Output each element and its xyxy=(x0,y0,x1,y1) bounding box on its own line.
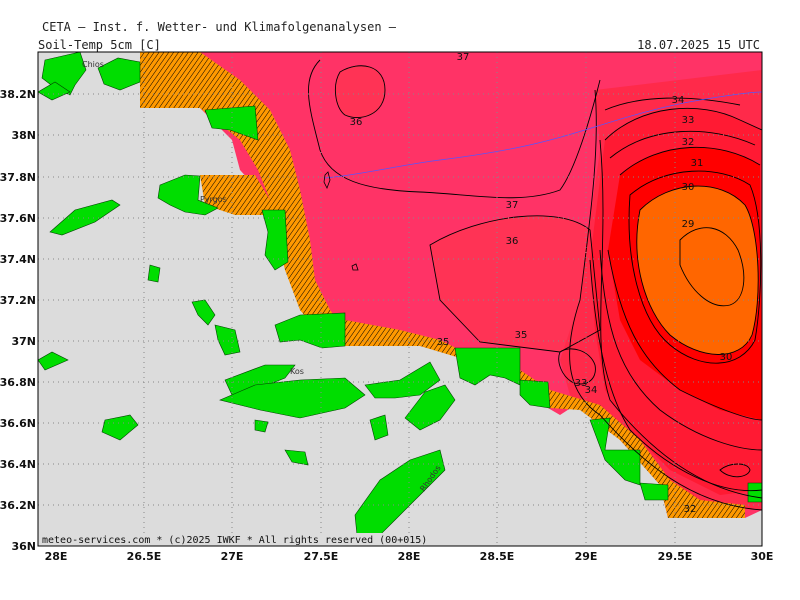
nisyros-area xyxy=(219,377,366,419)
contour-label-30-b: 30 xyxy=(720,352,733,363)
lon-label-265: 26.5E xyxy=(127,550,162,563)
lat-label-362: 36.2N xyxy=(0,499,36,512)
island-south-1 xyxy=(369,414,389,441)
contour-label-33: 33 xyxy=(682,115,695,126)
contour-label-31: 31 xyxy=(691,158,704,169)
isotherm-29 xyxy=(636,185,759,355)
place-label-kos: Kos xyxy=(290,367,304,376)
river-line xyxy=(324,91,762,179)
lake-mark-small xyxy=(351,263,359,271)
isotherm-37 xyxy=(308,59,601,199)
contour-label-35-b: 35 xyxy=(437,337,450,348)
lon-label-29: 29E xyxy=(575,550,598,563)
chios-island-east xyxy=(97,57,141,91)
copyright-footer: meteo-services.com * (c)2025 IWKF * All … xyxy=(42,535,427,546)
lon-label-275: 27.5E xyxy=(304,550,339,563)
lat-label-374: 37.4N xyxy=(0,253,36,266)
place-label-chios: Chios xyxy=(82,60,104,69)
isotherm-36 xyxy=(429,215,601,353)
isotherm-32 xyxy=(599,130,762,451)
ikaria-island xyxy=(49,199,121,236)
isotherm-30 xyxy=(628,170,762,364)
marmaris-coast xyxy=(404,384,456,431)
kas-coast xyxy=(639,482,669,501)
turkey-coast-east xyxy=(589,417,641,486)
lon-label-30: 30E xyxy=(751,550,774,563)
parameter-label: Soil-Temp_5cm [C] xyxy=(38,38,161,52)
contour-label-36-a: 36 xyxy=(350,117,363,128)
lat-label-366: 36.6N xyxy=(0,417,36,430)
lon-label-27: 27E xyxy=(221,550,244,563)
isotherm-31 xyxy=(607,146,762,421)
footer-background xyxy=(38,533,412,546)
mainland-west-coast xyxy=(261,209,289,271)
temperature-field-36-patch xyxy=(335,65,385,118)
contour-label-36-b: 36 xyxy=(506,236,519,247)
lesbos-coast xyxy=(38,81,71,101)
lat-label-382: 38.2N xyxy=(0,88,36,101)
contour-label-35-a: 35 xyxy=(515,330,528,341)
valid-datetime: 18.07.2025 15 UTC xyxy=(637,38,760,52)
isotherm-35 xyxy=(569,89,762,511)
lat-label-36: 36N xyxy=(11,540,36,553)
organization-title: CETA — Inst. f. Wetter- und Klimafolgena… xyxy=(42,20,397,34)
coastal-band-west xyxy=(140,52,345,346)
contour-label-37-top: 37 xyxy=(457,52,470,63)
lon-label-28: 28E xyxy=(398,550,421,563)
lat-label-376: 37.6N xyxy=(0,212,36,225)
lon-label-285: 28.5E xyxy=(480,550,515,563)
contour-label-34: 34 xyxy=(672,95,685,106)
tilos-island xyxy=(101,414,139,441)
lon-label-295: 29.5E xyxy=(658,550,693,563)
temperature-field-36 xyxy=(430,215,600,352)
lat-label-38: 38N xyxy=(11,129,36,142)
kastellorizo-island xyxy=(38,351,69,371)
lat-label-364: 36.4N xyxy=(0,458,36,471)
antalya-coast xyxy=(747,482,762,503)
kalymnos-island xyxy=(214,324,241,356)
lat-label-372: 37.2N xyxy=(0,294,36,307)
lat-label-378: 37.8N xyxy=(0,171,36,184)
map-frame xyxy=(37,51,763,547)
bodrum-peninsula xyxy=(274,312,346,349)
coastal-band-south xyxy=(345,320,745,518)
place-label-pyrgos: Pyrgos xyxy=(200,195,227,204)
island-south-2 xyxy=(284,449,309,466)
contour-label-33-b: 33 xyxy=(575,378,588,389)
datca-peninsula xyxy=(364,361,441,399)
lake-mark xyxy=(323,171,331,189)
isotherm-36-patch xyxy=(334,65,386,118)
contour-label-37-mid: 37 xyxy=(506,200,519,211)
coastal-band-pyrgos xyxy=(200,175,275,215)
contour-label-30: 30 xyxy=(682,182,695,193)
isotherm-34 xyxy=(599,97,762,499)
contour-label-32-b: 32 xyxy=(684,504,697,515)
isotherm-28 xyxy=(679,227,745,307)
fourni-island xyxy=(147,264,161,283)
fethiye-coast xyxy=(454,347,521,386)
contour-label-34-b: 34 xyxy=(585,385,598,396)
isotherm-east-blob xyxy=(719,463,751,478)
contour-label-29: 29 xyxy=(682,219,695,230)
lon-label-28-left: 28E xyxy=(45,550,68,563)
isotherm-small-ring xyxy=(558,348,596,385)
temperature-field-29 xyxy=(636,186,759,355)
contour-label-32: 32 xyxy=(682,137,695,148)
samos-west xyxy=(157,174,219,216)
leros-island xyxy=(191,299,216,326)
lat-label-37: 37N xyxy=(11,335,36,348)
lat-label-368: 36.8N xyxy=(0,376,36,389)
isotherm-33 xyxy=(589,107,762,492)
